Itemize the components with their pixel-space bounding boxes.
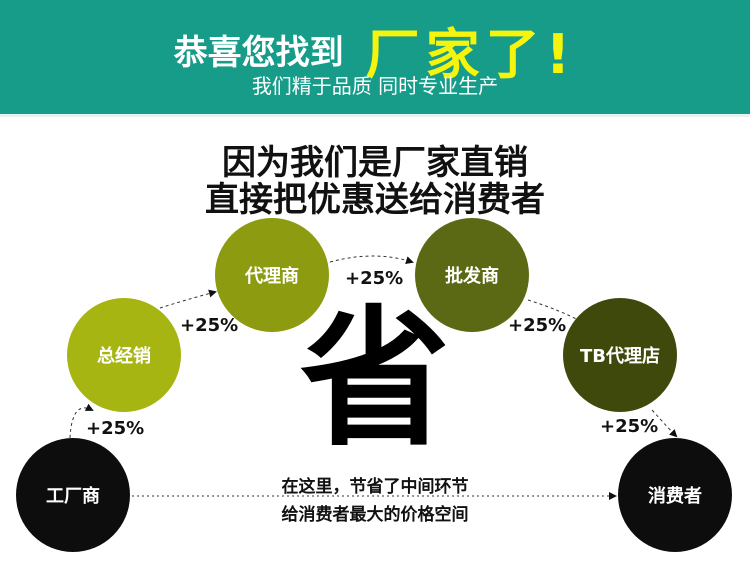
headline-line-2: 直接把优惠送给消费者 (205, 180, 545, 220)
header-banner: 恭喜您找到 厂家了! 我们精于品质 同时专业生产 (0, 0, 750, 117)
markup-label: +25% (508, 315, 567, 336)
node-tb-shop: TB代理店 (563, 298, 677, 412)
banner-title: 恭喜您找到 厂家了! (0, 10, 750, 89)
node-agent: 代理商 (215, 218, 329, 332)
note-line-1: 在这里，节省了中间环节 (281, 477, 469, 497)
save-character: 省 (300, 293, 451, 467)
headline-line-1: 因为我们是厂家直销 (222, 143, 528, 183)
markup-label: +25% (600, 416, 659, 437)
markup-label: +25% (345, 268, 404, 289)
banner-subtitle: 我们精于品质 同时专业生产 (251, 74, 499, 98)
note-line-2: 给消费者最大的价格空间 (281, 505, 469, 525)
node-wholesaler: 批发商 (415, 218, 529, 332)
node-consumer: 消费者 (618, 438, 732, 552)
arrow-agent-to-wholesaler (329, 255, 414, 264)
arrow-distributor-to-agent (159, 289, 217, 309)
banner-title-white: 恭喜您找到 (173, 33, 344, 73)
markup-label: +25% (86, 418, 145, 439)
markup-label: +25% (180, 315, 239, 336)
node-general-distributor: 总经销 (67, 298, 181, 412)
banner-title-yellow: 厂家了! (365, 23, 577, 86)
node-factory: 工厂商 (16, 438, 130, 552)
